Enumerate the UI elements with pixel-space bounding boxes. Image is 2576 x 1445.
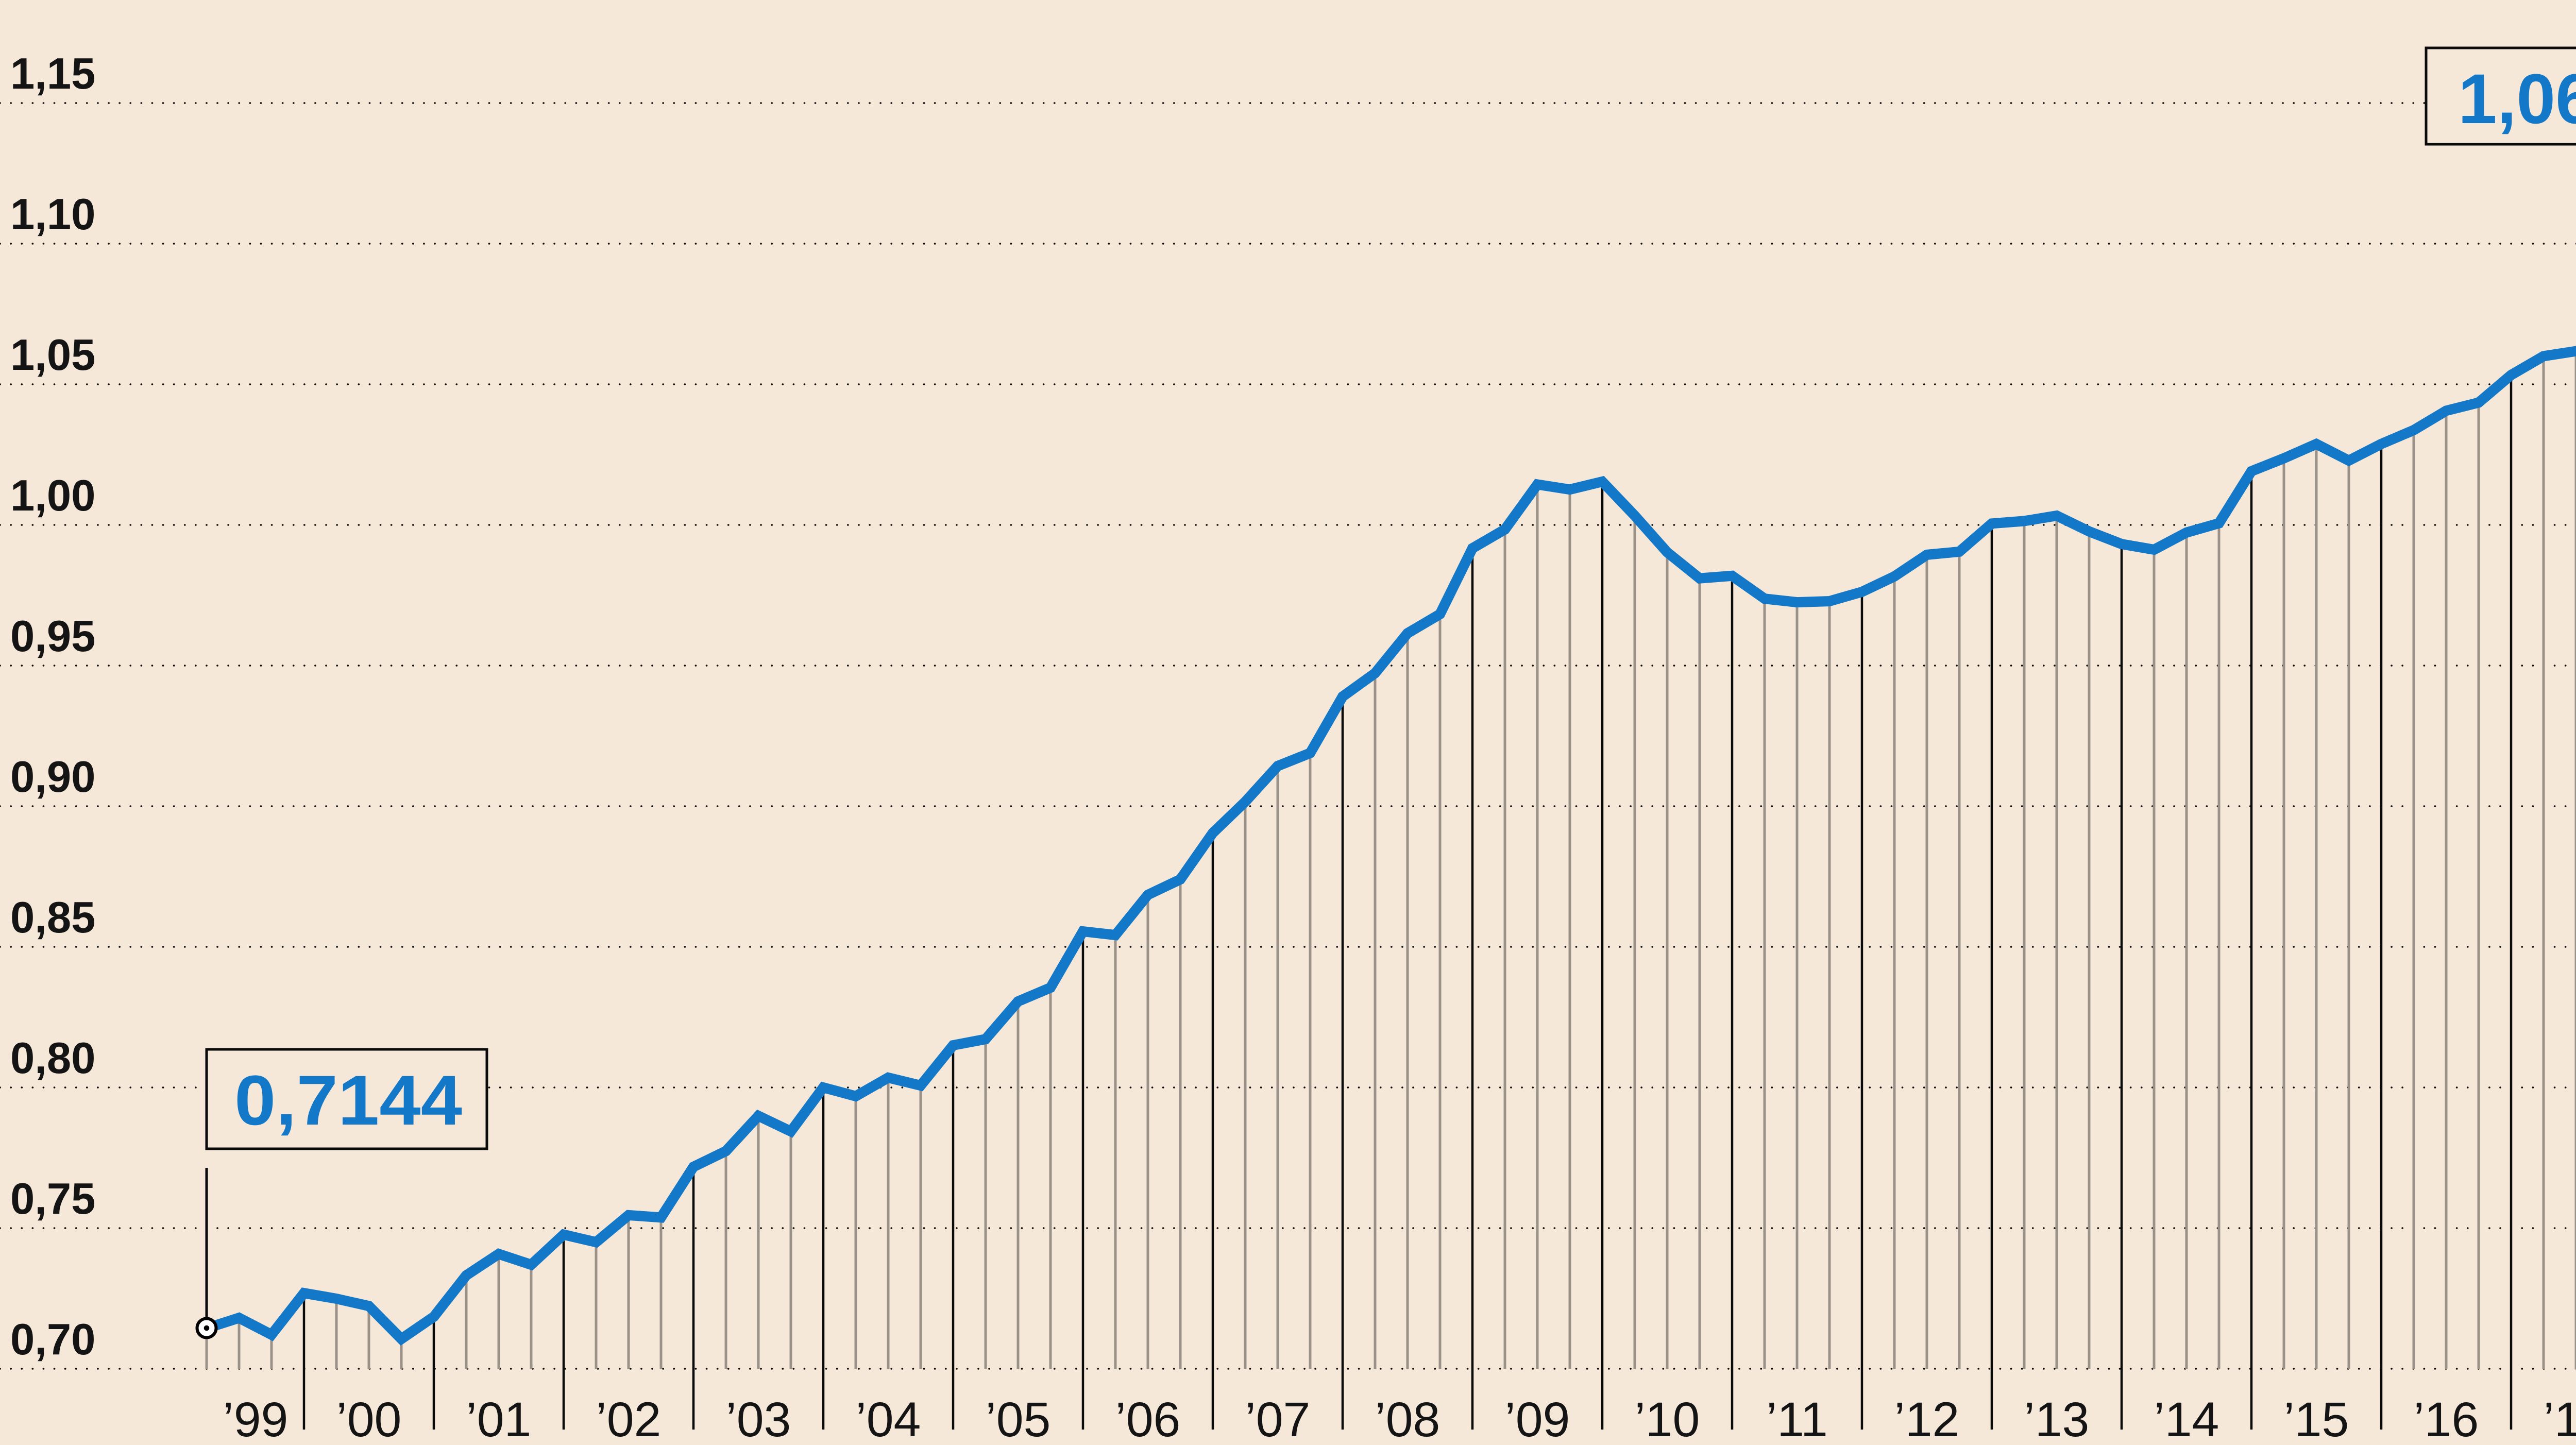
svg-text:’15: ’15 bbox=[2284, 1392, 2349, 1445]
svg-text:0,70: 0,70 bbox=[10, 1315, 95, 1364]
svg-text:1,00: 1,00 bbox=[10, 471, 95, 520]
svg-text:’07: ’07 bbox=[1245, 1392, 1311, 1445]
svg-text:0,85: 0,85 bbox=[10, 893, 95, 942]
svg-text:1,0691: 1,0691 bbox=[2458, 60, 2576, 139]
svg-text:’03: ’03 bbox=[726, 1392, 791, 1445]
svg-text:0,90: 0,90 bbox=[10, 753, 95, 802]
svg-text:’10: ’10 bbox=[1635, 1392, 1700, 1445]
svg-text:’17: ’17 bbox=[2544, 1392, 2576, 1445]
svg-text:1,05: 1,05 bbox=[10, 331, 95, 380]
svg-text:’11: ’11 bbox=[1766, 1392, 1828, 1445]
svg-text:’00: ’00 bbox=[336, 1392, 402, 1445]
svg-text:’12: ’12 bbox=[1894, 1392, 1960, 1445]
svg-text:’99: ’99 bbox=[223, 1392, 289, 1445]
svg-text:’01: ’01 bbox=[466, 1392, 532, 1445]
svg-text:’16: ’16 bbox=[2414, 1392, 2479, 1445]
svg-text:’08: ’08 bbox=[1375, 1392, 1440, 1445]
svg-text:0,80: 0,80 bbox=[10, 1034, 95, 1083]
svg-text:’02: ’02 bbox=[596, 1392, 662, 1445]
svg-text:’06: ’06 bbox=[1115, 1392, 1181, 1445]
svg-text:’04: ’04 bbox=[856, 1392, 921, 1445]
svg-text:0,95: 0,95 bbox=[10, 612, 95, 661]
svg-text:’05: ’05 bbox=[986, 1392, 1051, 1445]
svg-text:1,10: 1,10 bbox=[10, 190, 95, 239]
svg-text:1,15: 1,15 bbox=[10, 49, 95, 98]
svg-text:0,7144: 0,7144 bbox=[234, 1061, 462, 1140]
svg-text:’13: ’13 bbox=[2024, 1392, 2090, 1445]
svg-text:0,75: 0,75 bbox=[10, 1175, 95, 1223]
svg-text:’14: ’14 bbox=[2154, 1392, 2219, 1445]
svg-text:’09: ’09 bbox=[1505, 1392, 1570, 1445]
